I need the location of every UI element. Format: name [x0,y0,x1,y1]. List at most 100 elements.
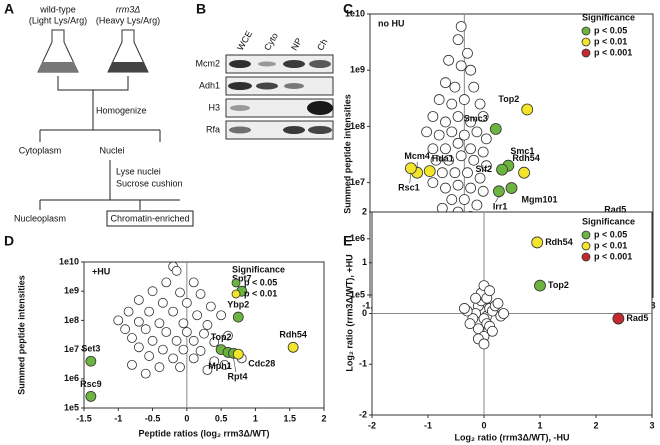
significant-point [534,279,546,292]
y-tick-label: 1e5 [64,402,79,412]
legend-label: p < 0.05 [594,229,627,239]
point [458,129,470,141]
point [427,177,439,189]
point-label: Rsc1 [398,183,420,193]
point [478,338,490,350]
point [154,318,165,329]
y-tick-label: 1 [362,257,367,267]
point [446,194,458,205]
point [168,306,179,317]
strain-label: (Heavy Lys/Arg) [96,15,160,25]
flask-medium [38,62,78,72]
point [433,94,445,105]
point [188,335,199,346]
point [188,353,199,364]
point [480,160,492,172]
lane-label: Cyto [262,31,280,52]
point [449,167,461,179]
leader-line [409,173,412,184]
point [433,129,445,141]
point [452,111,464,122]
point [123,306,134,317]
point [147,335,158,346]
x-tick-label: 2 [321,413,326,423]
point-label: Rsc9 [80,379,102,389]
legend-title: Significance [582,12,635,22]
significant-point [531,236,544,249]
point [474,172,486,184]
x-tick-label: 1 [253,413,258,423]
legend-marker [581,252,591,262]
point [140,324,151,335]
panel-letter: B [196,1,206,17]
flask-medium [108,62,148,72]
legend-label: p < 0.001 [594,251,632,261]
point [133,342,144,353]
legend-marker [581,26,591,36]
point [144,351,155,361]
point [458,94,470,105]
point [477,185,489,197]
significant-point [493,185,505,198]
leader-line [495,196,500,203]
panel-letter: C [343,1,353,17]
connector [39,76,180,210]
point-label: Ybp2 [227,299,249,309]
y-tick-label: 1e7 [350,177,365,187]
step-label: Sucrose cushion [116,178,183,188]
point [486,325,498,337]
y-axis-title: Summed peptide intensities [16,275,26,395]
point [446,98,458,110]
y-tick-label: 1e9 [64,286,79,296]
point [168,353,179,364]
point [421,126,433,138]
legend-marker [581,37,591,47]
panel-letter: A [4,1,14,17]
point [195,346,206,356]
x-axis-title: Log₂ ratio (rrm3Δ/WT), -HU [455,432,570,442]
protein-label: Rfa [206,124,220,134]
legend-marker [581,230,591,240]
legend-label: p < 0.05 [594,25,627,35]
x-tick-label: 1.5 [283,413,296,423]
legend-label: p < 0.01 [244,288,277,298]
step-label: Homogenize [96,105,147,115]
highlight-box [106,210,194,227]
point [465,143,477,155]
point [209,337,220,348]
blot-strip [225,54,334,74]
point [455,150,467,162]
x-tick-label: 1 [537,420,542,430]
point [133,295,144,305]
strain-label: wild-type [39,4,76,14]
point [452,179,464,191]
point [440,143,451,155]
y-tick-label: -2 [359,409,367,419]
x-tick-label: -0.5 [145,413,161,423]
legend-label: p < 0.01 [594,240,627,250]
y-tick-label: 1e8 [350,121,365,131]
point-label: Rpt4 [227,372,247,382]
point [133,316,144,327]
point [455,21,467,32]
strain-label: rrm3Δ [116,4,141,14]
point-label: Smc3 [464,113,488,123]
y-tick-label: 1e8 [64,315,79,325]
point [468,154,480,166]
point [462,167,473,179]
point-label: Set3 [81,344,100,354]
significant-point [85,355,97,367]
x-tick-label: 3 [650,300,655,310]
y-tick-label: -1 [359,359,367,369]
significant-point [287,341,299,353]
point [147,286,158,297]
point [171,335,182,346]
point-label: Rdh54 [545,237,573,247]
point-label: Cdc28 [248,358,275,368]
point [223,330,233,341]
point [199,328,209,339]
protein-label: Mcm2 [196,58,221,68]
point [474,98,486,110]
western-blot: WCE Cyto NP Ch Mcm2 Adh1 H3 Rfa [196,29,334,140]
